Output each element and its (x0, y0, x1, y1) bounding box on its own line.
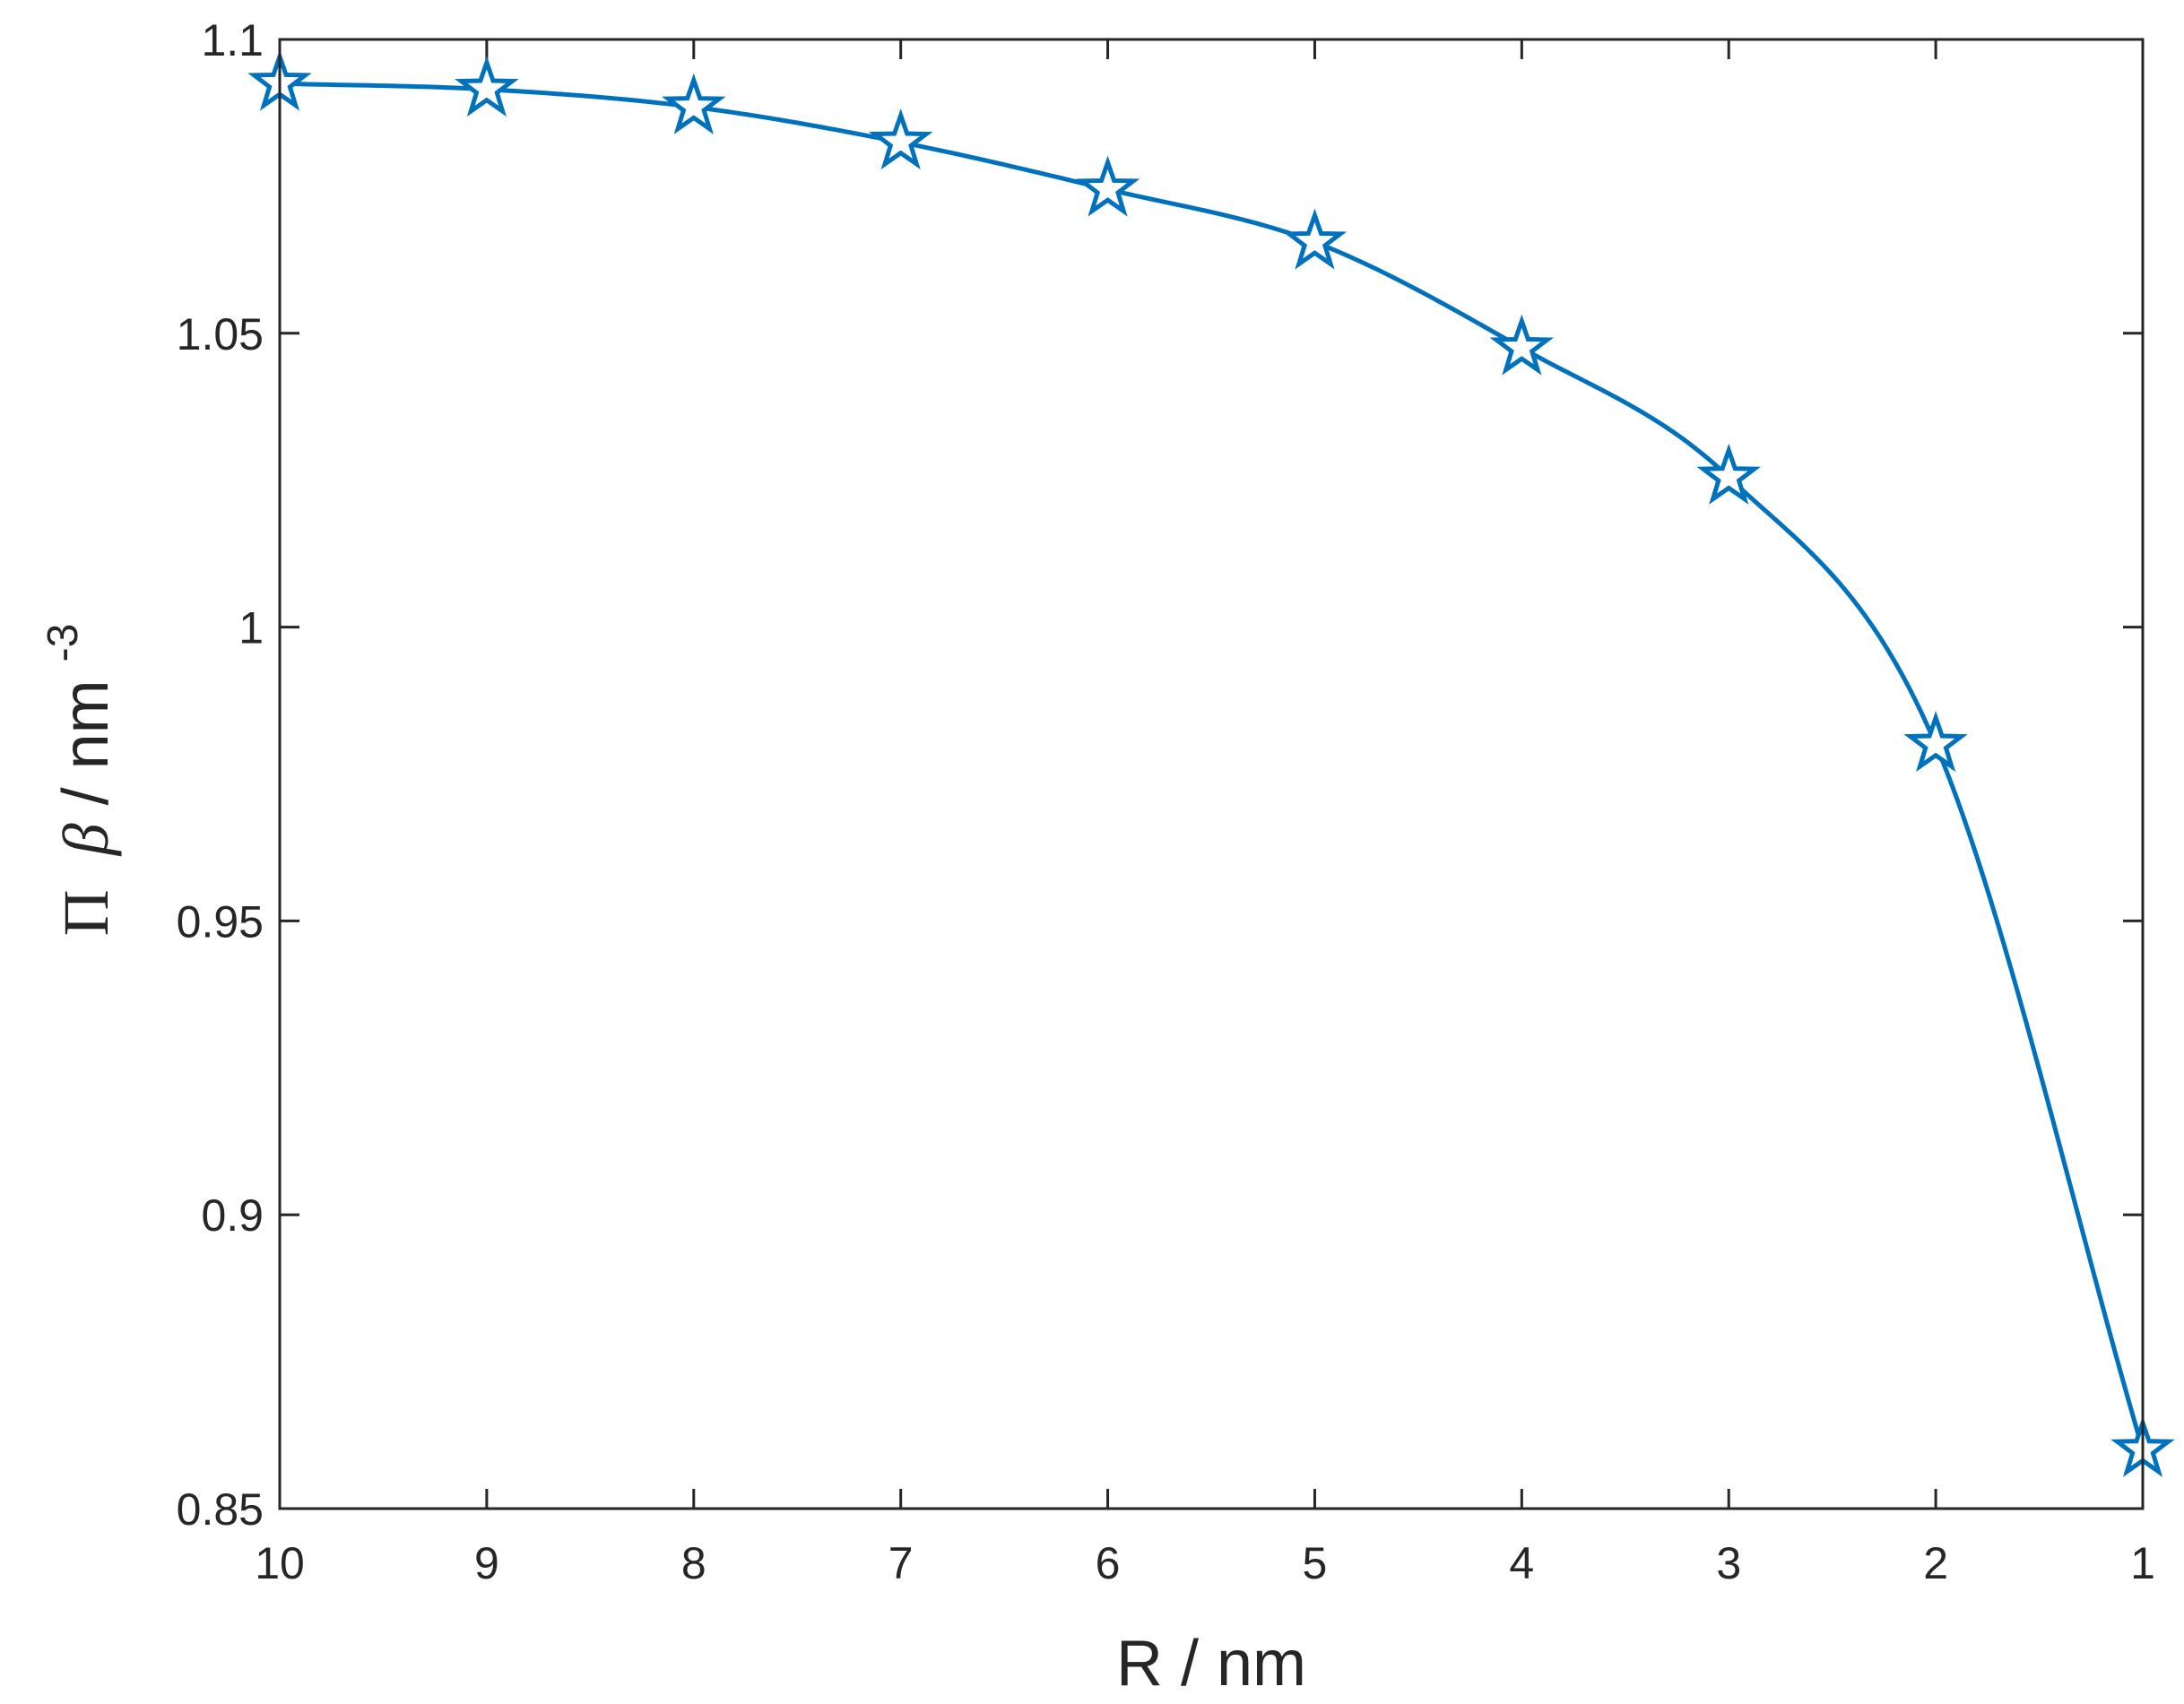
y-axis-variable: β (50, 823, 122, 857)
x-tick-label: 1 (2130, 1538, 2155, 1588)
y-tick-label: 0.95 (177, 896, 264, 947)
y-tick-label: 1.05 (177, 309, 264, 359)
plot-area (280, 39, 2143, 1509)
data-point (662, 73, 726, 134)
data-point (1903, 711, 1968, 773)
ticks (278, 38, 2145, 1510)
x-tick-label: 2 (1923, 1538, 1948, 1588)
data-point (1282, 208, 1348, 270)
series-line (279, 81, 2145, 1451)
data-point (1489, 314, 1555, 376)
y-tick-label: 1 (238, 603, 264, 653)
y-tick-label: 0.85 (177, 1484, 264, 1535)
data-point (868, 108, 933, 170)
x-tick-label: 6 (1096, 1538, 1121, 1588)
plot-frame (278, 38, 2145, 1510)
data-point (1075, 155, 1140, 217)
x-tick-label: 5 (1303, 1538, 1328, 1588)
tick-labels: 10 9 8 7 6 5 4 3 2 1 0.85 0.9 0.95 1 1.05 1.1 (177, 15, 2155, 1588)
y-axis-title: Π β / nm -3 (39, 624, 122, 937)
x-axis-title: R / nm (1116, 1628, 1306, 1700)
data-point (455, 56, 519, 117)
x-tick-label: 9 (474, 1538, 499, 1588)
x-tick-label: 10 (255, 1538, 305, 1588)
x-tick-label: 3 (1716, 1538, 1741, 1588)
y-axis-symbol: Π (50, 889, 122, 936)
y-tick-label: 0.9 (201, 1190, 264, 1241)
y-axis-exponent: -3 (39, 624, 87, 662)
y-tick-label: 1.1 (201, 15, 264, 65)
data-point (1696, 443, 1761, 505)
x-tick-label: 7 (888, 1538, 914, 1588)
x-tick-label: 8 (681, 1538, 706, 1588)
x-tick-label: 4 (1509, 1538, 1534, 1588)
y-axis-unit: / nm (50, 679, 122, 805)
